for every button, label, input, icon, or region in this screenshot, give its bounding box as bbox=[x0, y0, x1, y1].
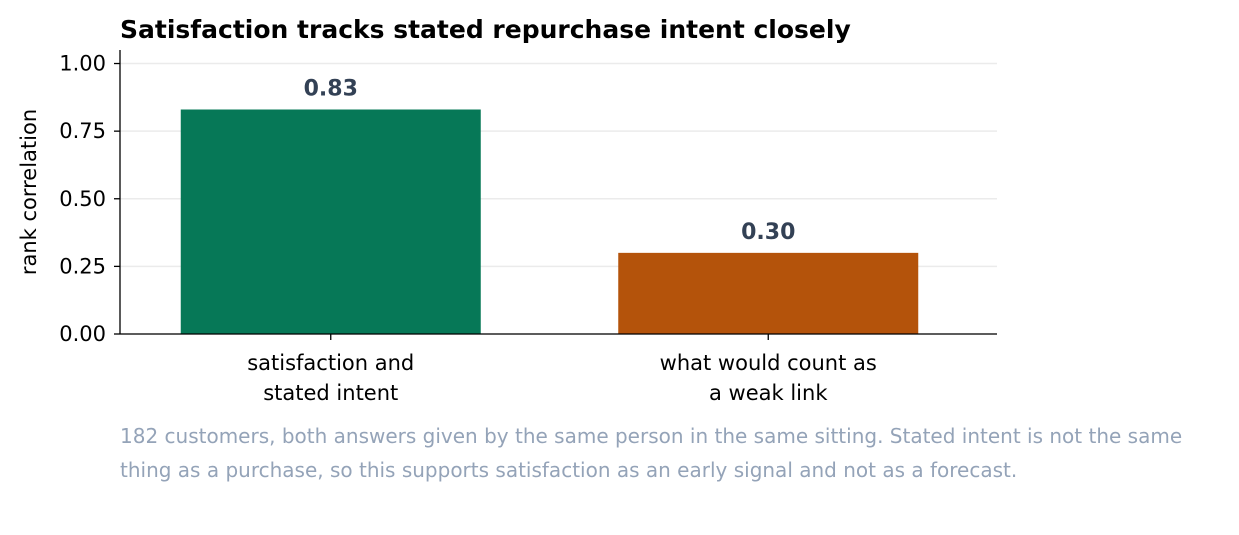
y-tick-label: 1.00 bbox=[59, 52, 106, 76]
y-tick-label: 0.50 bbox=[59, 187, 106, 211]
x-tick-label: what would count as a weak link bbox=[660, 351, 877, 405]
y-tick-label: 0.75 bbox=[59, 119, 106, 143]
y-axis-label: rank correlation bbox=[17, 109, 41, 275]
bar bbox=[618, 252, 919, 334]
value-label: 0.83 bbox=[304, 77, 358, 102]
x-tick-label: satisfaction and stated intent bbox=[247, 351, 414, 405]
y-tick-label: 0.25 bbox=[59, 254, 106, 278]
value-label: 0.30 bbox=[741, 220, 795, 245]
bar bbox=[180, 109, 481, 334]
y-tick-label: 0.00 bbox=[59, 322, 106, 346]
chart-title: Satisfaction tracks stated repurchase in… bbox=[120, 15, 851, 44]
footnote: 182 customers, both answers given by the… bbox=[120, 424, 1183, 482]
chart: Satisfaction tracks stated repurchase in… bbox=[17, 15, 997, 405]
